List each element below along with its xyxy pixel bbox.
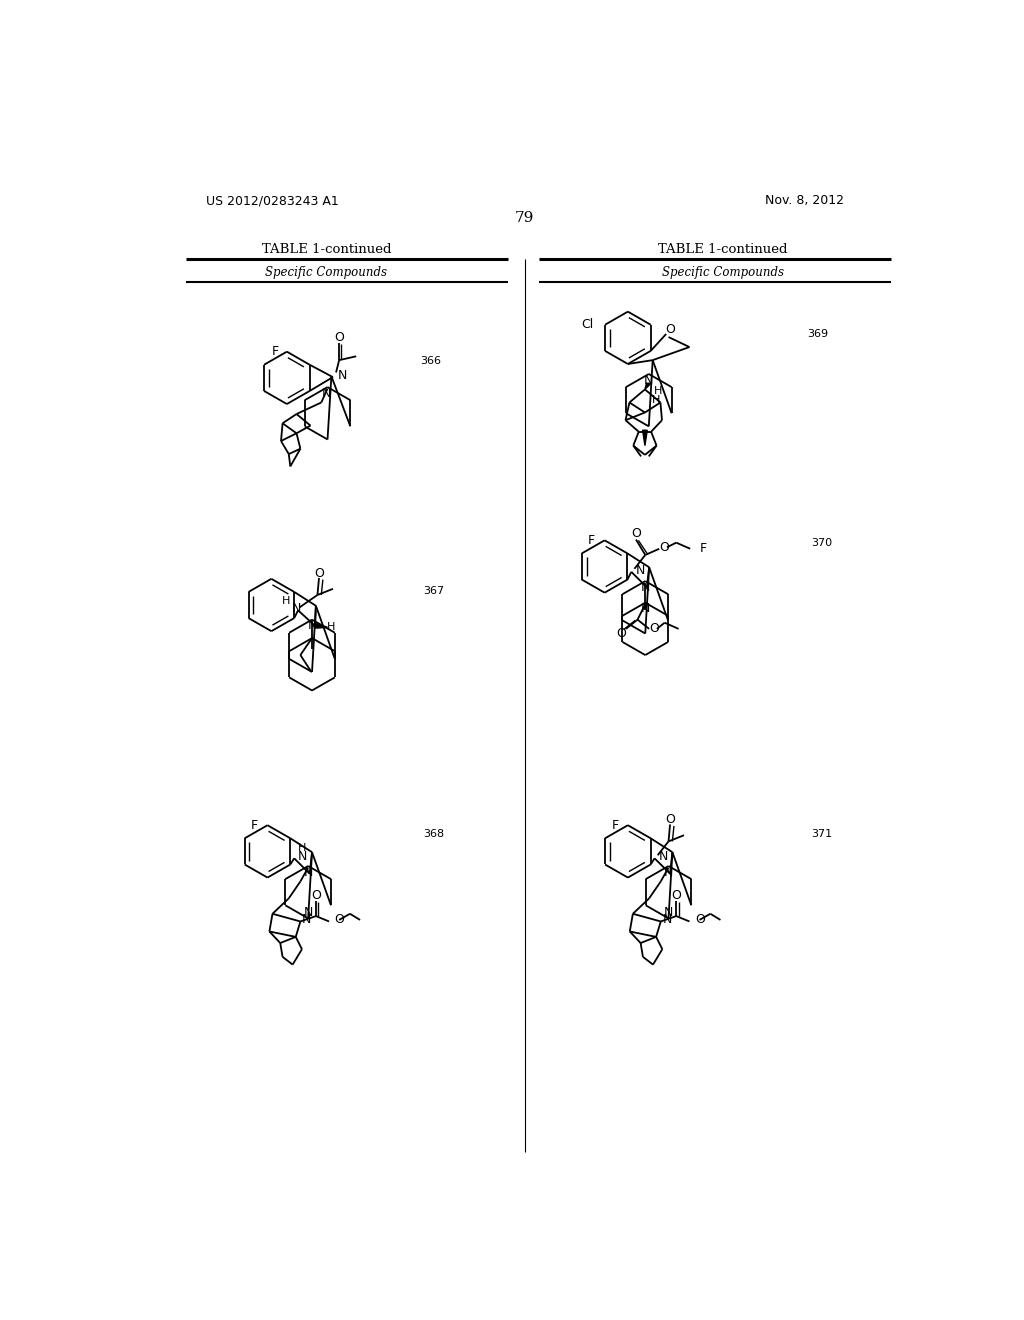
Text: 366: 366 (420, 356, 440, 366)
Text: N: N (644, 374, 653, 387)
Text: O: O (631, 527, 641, 540)
Text: O: O (666, 813, 675, 826)
Text: N: N (302, 913, 311, 927)
Text: N: N (292, 602, 301, 615)
Text: H: H (283, 597, 291, 606)
Text: O: O (649, 622, 658, 635)
Text: O: O (666, 323, 675, 335)
Polygon shape (316, 623, 328, 628)
Text: O: O (334, 330, 344, 343)
Text: H: H (652, 395, 660, 405)
Text: Cl: Cl (582, 318, 594, 331)
Text: F: F (611, 818, 618, 832)
Text: N: N (322, 387, 331, 400)
Text: 371: 371 (811, 829, 833, 840)
Text: O: O (616, 627, 627, 640)
Text: N: N (303, 866, 313, 879)
Text: O: O (695, 913, 705, 927)
Polygon shape (643, 430, 647, 446)
Text: N: N (307, 619, 316, 632)
Text: N: N (641, 602, 650, 615)
Text: 79: 79 (515, 211, 535, 226)
Text: N: N (663, 913, 672, 927)
Text: O: O (314, 566, 324, 579)
Text: F: F (251, 818, 258, 832)
Text: N: N (659, 850, 669, 863)
Text: TABLE 1-continued: TABLE 1-continued (658, 243, 787, 256)
Polygon shape (645, 383, 651, 389)
Text: 370: 370 (811, 539, 833, 548)
Text: H: H (298, 842, 306, 853)
Text: F: F (699, 543, 707, 556)
Text: Specific Compounds: Specific Compounds (663, 265, 784, 279)
Text: O: O (311, 888, 321, 902)
Text: 369: 369 (807, 329, 828, 339)
Text: N: N (664, 866, 673, 879)
Text: 368: 368 (424, 829, 444, 840)
Text: F: F (588, 533, 595, 546)
Text: H: H (327, 622, 335, 632)
Text: N: N (641, 581, 650, 594)
Text: N: N (664, 906, 673, 919)
Text: 367: 367 (424, 586, 444, 597)
Text: O: O (658, 541, 669, 554)
Text: N: N (303, 906, 313, 919)
Text: TABLE 1-continued: TABLE 1-continued (262, 243, 391, 256)
Text: Specific Compounds: Specific Compounds (265, 265, 387, 279)
Text: N: N (636, 564, 645, 577)
Text: N: N (298, 850, 307, 863)
Text: Nov. 8, 2012: Nov. 8, 2012 (765, 194, 844, 207)
Text: F: F (272, 345, 280, 358)
Text: O: O (335, 913, 344, 927)
Text: H: H (654, 385, 663, 396)
Text: O: O (672, 888, 681, 902)
Text: N: N (338, 370, 347, 381)
Text: US 2012/0283243 A1: US 2012/0283243 A1 (206, 194, 338, 207)
